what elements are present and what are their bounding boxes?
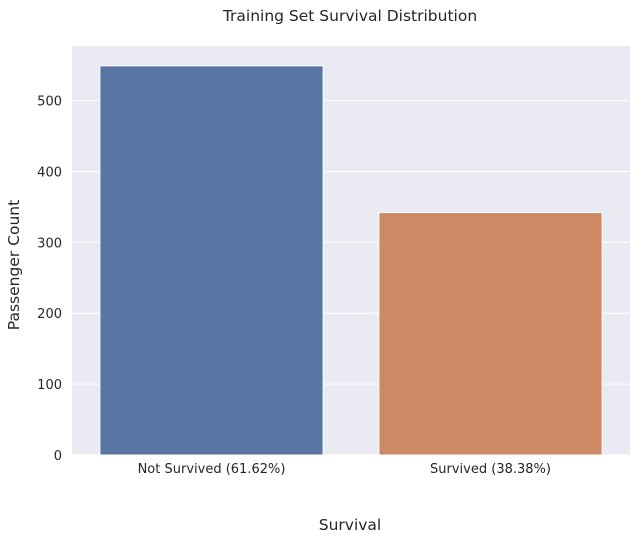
y-tick-label: 400	[37, 165, 62, 180]
y-tick-label: 100	[37, 378, 62, 393]
y-tick-label: 300	[37, 236, 62, 251]
y-tick-label: 500	[37, 95, 62, 110]
bar-0	[99, 65, 324, 456]
x-tick-label: Survived (38.38%)	[430, 462, 551, 477]
bars	[99, 65, 603, 456]
bar-1	[378, 212, 603, 456]
y-axis-label: Passenger Count	[5, 200, 23, 330]
y-tick-label: 200	[37, 307, 62, 322]
y-axis-ticks: 0 100 200 300 400 500	[37, 95, 62, 464]
x-tick-label: Not Survived (61.62%)	[138, 462, 286, 477]
x-axis-label: Survival	[319, 516, 382, 534]
y-tick-label: 0	[54, 449, 62, 464]
chart-title: Training Set Survival Distribution	[222, 7, 477, 25]
x-axis-ticks: Not Survived (61.62%) Survived (38.38%)	[138, 462, 551, 477]
